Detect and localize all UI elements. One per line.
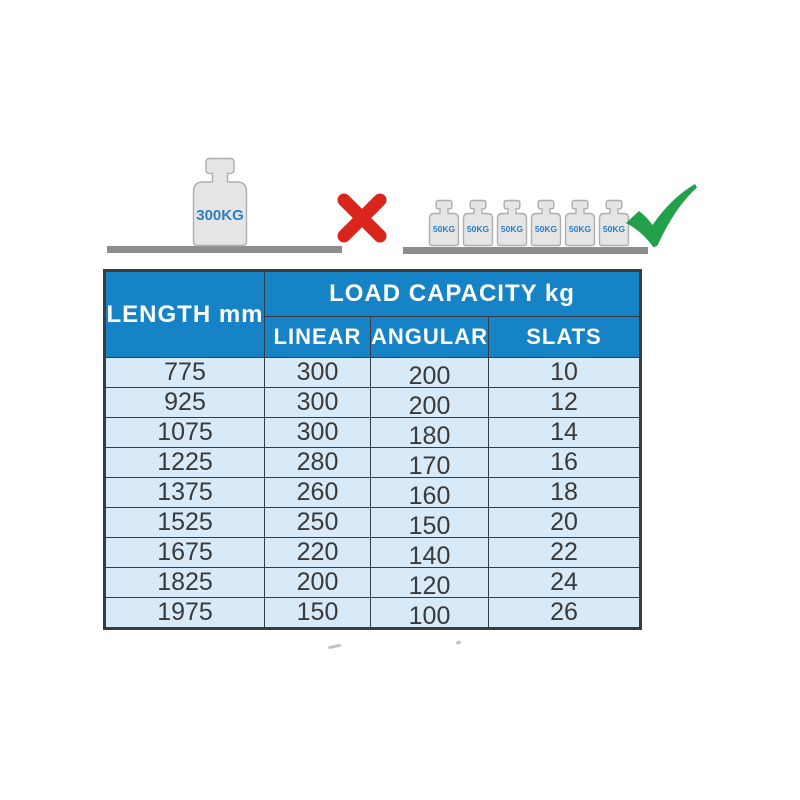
check-icon (626, 184, 697, 248)
cell-linear: 150 (264, 597, 371, 629)
weight-50kg-label: 50KG (535, 224, 558, 234)
cell-angular: 100 (370, 597, 489, 630)
cell-angular: 180 (370, 417, 489, 450)
cell-length: 1525 (104, 507, 265, 538)
cell-linear: 300 (264, 387, 371, 418)
cell-linear: 260 (264, 477, 371, 508)
cell-slats: 26 (488, 597, 641, 629)
cell-angular-value: 200 (408, 392, 451, 420)
col-header-load-capacity: LOAD CAPACITY kg (264, 270, 641, 317)
col-header-length: LENGTH mm (104, 270, 265, 358)
cell-slats: 20 (488, 507, 641, 538)
cell-angular-value: 180 (408, 422, 451, 450)
cell-slats: 12 (488, 387, 641, 418)
weight-50kg-label: 50KG (501, 224, 524, 234)
col-header-slats: SLATS (488, 316, 641, 358)
table-row: 925 300 200 12 (104, 387, 641, 420)
shelf-bar-left (107, 246, 342, 253)
cell-angular: 170 (370, 447, 489, 480)
cell-linear: 280 (264, 447, 371, 478)
cell-linear: 250 (264, 507, 371, 538)
weight-50kg: 50KG (598, 199, 630, 247)
weight-50kg: 50KG (428, 199, 460, 247)
cell-linear: 300 (264, 357, 371, 388)
cell-slats: 10 (488, 357, 641, 388)
print-artifact (327, 643, 342, 649)
cross-icon (337, 193, 387, 243)
cell-angular: 140 (370, 537, 489, 570)
cell-angular-value: 100 (408, 602, 451, 630)
cell-linear: 200 (264, 567, 371, 598)
cell-linear: 300 (264, 417, 371, 448)
print-artifact (455, 640, 462, 645)
weight-300kg-shape (192, 157, 248, 247)
cell-linear: 220 (264, 537, 371, 568)
weight-50kg-label: 50KG (433, 224, 456, 234)
weight-50kg: 50KG (530, 199, 562, 247)
table-row: 1225 280 170 16 (104, 447, 641, 480)
cell-slats: 14 (488, 417, 641, 448)
table-row: 1075 300 180 14 (104, 417, 641, 450)
cell-slats: 16 (488, 447, 641, 478)
cell-slats: 22 (488, 537, 641, 568)
table-row: 775 300 200 10 (104, 357, 641, 390)
cell-length: 925 (104, 387, 265, 418)
weight-50kg: 50KG (564, 199, 596, 247)
weight-50kg-label: 50KG (569, 224, 592, 234)
cell-angular-value: 200 (408, 362, 451, 390)
col-header-linear: LINEAR (264, 316, 371, 358)
cell-length: 1225 (104, 447, 265, 478)
col-header-angular: ANGULAR (370, 316, 489, 358)
cell-angular-value: 140 (408, 542, 451, 570)
cell-angular-value: 160 (408, 482, 451, 510)
table-row: 1975 150 100 26 (104, 597, 641, 630)
cell-angular-value: 170 (408, 452, 451, 480)
cell-angular: 150 (370, 507, 489, 540)
weight-50kg: 50KG (496, 199, 528, 247)
table-row: 1675 220 140 22 (104, 537, 641, 570)
cell-length: 775 (104, 357, 265, 388)
table-row: 1375 260 160 18 (104, 477, 641, 510)
load-capacity-table: LENGTH mm LOAD CAPACITY kg LINEAR ANGULA… (103, 269, 642, 630)
weight-50kg-label: 50KG (603, 224, 626, 234)
weight-300kg-label: 300KG (196, 207, 244, 224)
cell-angular-value: 150 (408, 512, 451, 540)
table-header-row-1: LENGTH mm LOAD CAPACITY kg (104, 270, 641, 358)
cell-length: 1975 (104, 597, 265, 629)
weight-50kg: 50KG (462, 199, 494, 247)
shelf-bar-right (403, 247, 648, 254)
weight-300kg: 300KG (192, 157, 248, 247)
cell-angular: 160 (370, 477, 489, 510)
cell-angular: 200 (370, 357, 489, 390)
weight-50kg-label: 50KG (467, 224, 490, 234)
cell-length: 1375 (104, 477, 265, 508)
table-header-row-2: LINEAR ANGULAR SLATS (105, 316, 641, 358)
cell-slats: 24 (488, 567, 641, 598)
cell-angular-value: 120 (408, 572, 451, 600)
cell-slats: 18 (488, 477, 641, 508)
table-row: 1825 200 120 24 (104, 567, 641, 600)
cell-angular: 200 (370, 387, 489, 420)
cell-length: 1825 (104, 567, 265, 598)
cell-length: 1075 (104, 417, 265, 448)
cell-length: 1675 (104, 537, 265, 568)
cell-angular: 120 (370, 567, 489, 600)
table-row: 1525 250 150 20 (104, 507, 641, 540)
